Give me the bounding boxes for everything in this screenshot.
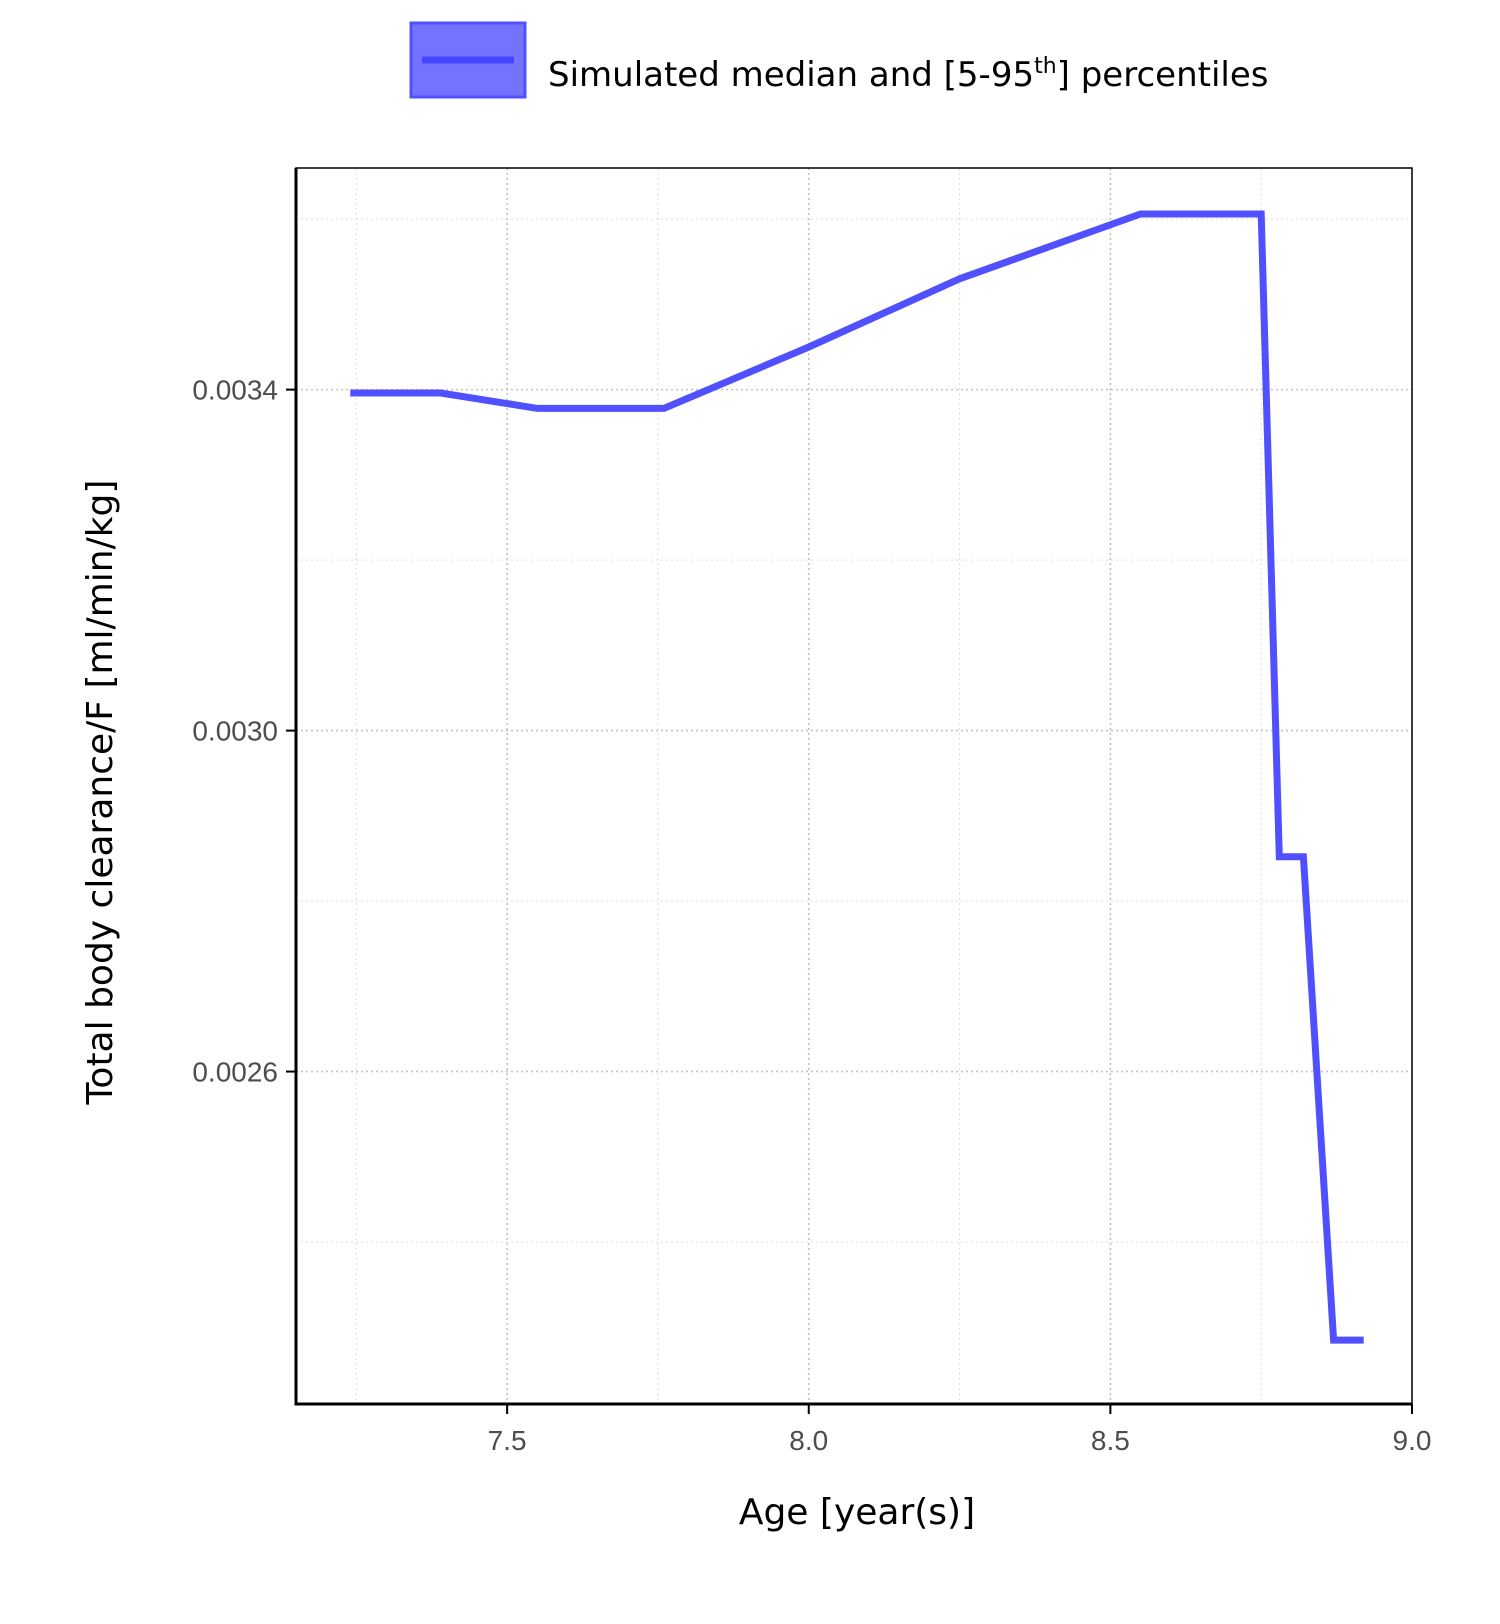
y-tick-label: 0.0030	[192, 716, 278, 747]
panel-border	[295, 167, 1413, 1405]
axes	[294, 167, 1413, 1406]
y-tick-label: 0.0034	[192, 375, 278, 406]
minor-grid	[296, 168, 1412, 1404]
legend-label-end: ] percentiles	[1057, 55, 1269, 95]
legend: Simulated median and [5-95th] percentile…	[409, 21, 1268, 99]
series-line	[350, 210, 1364, 1344]
major-grid	[296, 168, 1413, 1404]
y-ticks: 0.0026 0.0030 0.0034	[192, 375, 296, 1088]
x-ticks: 7.5 8.0 8.5 9.0	[488, 1404, 1432, 1456]
y-axis-title: Total body clearance/F [ml/min/kg]	[80, 480, 121, 1106]
series-layer	[350, 210, 1364, 1344]
x-tick-label: 8.0	[789, 1425, 828, 1456]
legend-label: Simulated median and [5-95th] percentile…	[548, 54, 1268, 95]
legend-label-sup: th	[1034, 54, 1057, 79]
x-tick-label: 7.5	[488, 1425, 527, 1456]
y-tick-label: 0.0026	[192, 1057, 278, 1088]
legend-label-main: Simulated median and [5-95	[548, 55, 1034, 95]
x-tick-label: 9.0	[1393, 1425, 1432, 1456]
x-axis-title: Age [year(s)]	[739, 1492, 975, 1533]
x-tick-label: 8.5	[1091, 1425, 1130, 1456]
